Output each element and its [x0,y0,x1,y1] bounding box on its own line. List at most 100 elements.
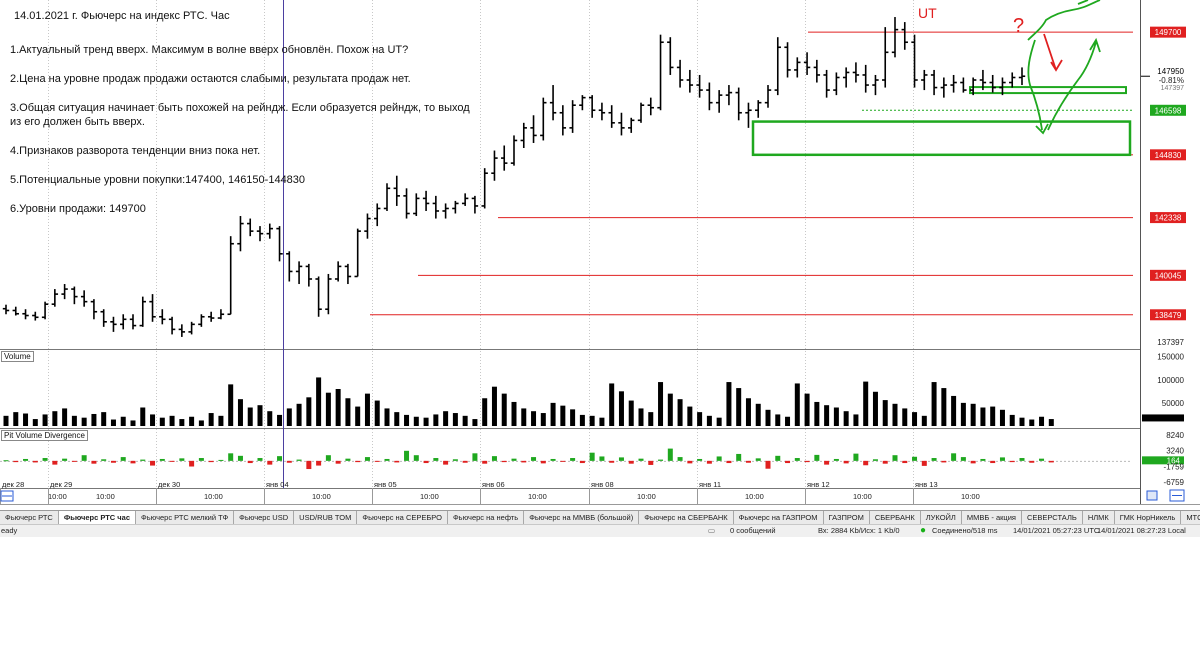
volume-bar [677,399,683,426]
price-level-tag [1150,309,1186,321]
chart-tab[interactable]: USD/RUB TOM [294,511,358,524]
pvd-bar [130,460,136,464]
pvd-bar [941,460,947,463]
time-axis-date: янв 05 [374,480,397,489]
volume-current-tag [1142,414,1184,422]
pvd-bar [570,458,576,461]
pvd-bar [833,458,839,461]
chart-tab[interactable]: Фьючерс РТС [0,511,59,524]
chart-tab[interactable]: ЛУКОЙЛ [921,511,962,524]
chart-tab[interactable]: Фьючерс на СЕРЕБРО [357,511,448,524]
pvd-bar [638,458,644,461]
volume-bar [921,415,927,426]
chart-tab[interactable]: Фьючерс РТС мелкий ТФ [136,511,235,524]
time-axis-date: янв 11 [699,480,721,489]
pvd-bar [267,460,273,465]
time-axis-time: 10:00 [853,492,872,501]
chart-tab[interactable]: ГАЗПРОМ [824,511,870,524]
chart-tab[interactable]: МТС [1181,511,1200,524]
volume-bar [628,400,634,426]
volume-bar [745,398,751,426]
chart-tab[interactable]: НЛМК [1083,511,1115,524]
volume-bar [970,403,976,426]
pvd-bar [306,460,312,470]
volume-bar [325,392,331,426]
chart-tab[interactable]: Фьючерс USD [234,511,295,524]
pvd-bar [853,453,859,461]
pvd-bar [423,460,429,464]
volume-bar [667,393,673,426]
chart-tab-bar: Фьючерс РТС Фьючерс РТС час Фьючерс РТС ме… [0,510,1200,525]
pvd-bar [951,453,957,461]
volume-pane-label: Volume [1,351,34,362]
pvd-bar [120,457,126,461]
price-chart-svg[interactable]: UT? 149700 146598 144830 142338 140045 138479 1… [0,0,1200,510]
ut-annotation: UT [918,5,937,21]
pvd-bar [189,460,195,467]
time-axis-date: дек 30 [158,480,180,489]
volume-bar [179,419,185,426]
pvd-bar [1009,460,1015,463]
pvd-current-tag [1142,456,1184,465]
pvd-bar [198,458,204,461]
volume-axis-tick: 100000 [1157,376,1184,385]
chart-tab[interactable]: Фьючерс на ГАЗПРОМ [734,511,824,524]
question-annotation: ? [1013,15,1024,37]
pvd-axis-tick: -1759 [1164,462,1185,471]
chart-tab[interactable]: Фьючерс РТС час [58,511,137,524]
pvd-axis-tick: 3240 [1166,447,1184,456]
pvd-bar [863,460,869,466]
pvd-bar [794,458,800,461]
pvd-bar [960,457,966,461]
volume-bar [169,415,175,426]
volume-bar [1009,414,1015,426]
pvd-bar [843,460,849,464]
pvd-bar [247,460,253,464]
pvd-bar [13,460,19,463]
status-utc-time: 14/01/2021 05:27:23 UTC [1013,526,1100,535]
chart-tab[interactable]: СЕВЕРСТАЛЬ [1022,511,1083,524]
pvd-bar [658,459,664,461]
note-line: 4.Признаков разворота тенденции вниз пок… [10,145,261,157]
chart-tab[interactable]: Фьючерс на ММВБ (большой) [524,511,640,524]
pvd-bar [443,460,449,465]
chart-tab[interactable]: ММВБ - акция [962,511,1022,524]
volume-bar [794,383,800,426]
chart-tab[interactable]: СБЕРБАНК [870,511,921,524]
chart-window[interactable]: UT? 149700 146598 144830 142338 140045 138479 1… [0,0,1200,510]
pvd-bar [101,459,107,461]
pvd-bar [52,460,58,465]
pvd-bar [628,460,634,464]
chart-tab[interactable]: Фьючерс на СБЕРБАНК [639,511,734,524]
pvd-bar [462,460,468,463]
chart-link-icon[interactable] [1146,490,1158,501]
pvd-bar [384,458,390,461]
pvd-bar [364,457,370,461]
volume-bar [13,412,19,426]
volume-bar [902,408,908,426]
pvd-bar [902,460,908,464]
pvd-bar [237,455,243,461]
volume-bar [364,393,370,426]
volume-bar [189,416,195,426]
pvd-bar [491,456,497,461]
time-axis-date: янв 06 [482,480,505,489]
pvd-bar [540,460,546,464]
volume-bar [716,417,722,426]
chart-tab[interactable]: Фьючерс на нефть [448,511,525,524]
chart-tab[interactable]: ГМК НорНикель [1115,511,1182,524]
volume-bar [804,393,810,426]
volume-bar [384,408,390,426]
pvd-axis-tick: 164 [1167,456,1181,465]
pvd-bar [697,458,703,461]
scenario-arrowhead [1035,123,1049,135]
pvd-bar [912,456,918,461]
time-axis-time: 10:00 [204,492,223,501]
pvd-bar [667,448,673,461]
price-axis-bottom-label: 137397 [1157,338,1184,347]
pvd-bar [609,460,615,463]
volume-bar [1019,417,1025,426]
pvd-bar [531,457,537,461]
pvd-bar [3,460,9,462]
pvd-bar [560,460,566,462]
